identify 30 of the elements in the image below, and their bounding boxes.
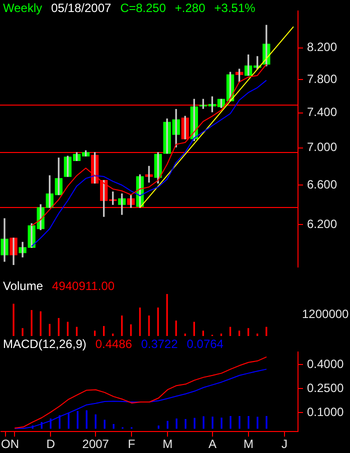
x-tick-label: M (244, 437, 254, 452)
y-tick-label: 0.1000 (307, 404, 344, 419)
x-tick-label: D (46, 437, 56, 452)
y-tick-label: 6.600 (307, 177, 338, 192)
x-tick-label: J (282, 437, 288, 452)
y-tick-label: 7.800 (307, 72, 338, 86)
text: 0.3722 (141, 337, 178, 351)
annotation: C=8.250 (120, 1, 166, 15)
y-tick-label: 0.4000 (307, 357, 344, 372)
text: 0.0764 (186, 337, 224, 351)
y-tick-label: 6.200 (307, 216, 338, 231)
annotation: 05/18/2007 (51, 1, 112, 15)
chart-title: MACD(12,26,9) (3, 337, 86, 351)
y-tick-label: 7.000 (307, 140, 338, 154)
y-tick-label: 7.400 (307, 105, 338, 120)
x-tick-label: N (10, 437, 19, 452)
text: 4940911.00 (52, 279, 115, 293)
annotation: +3.51% (214, 1, 256, 15)
x-tick-label: F (128, 437, 136, 452)
chart-title: Volume (3, 279, 44, 293)
annotation: +.280 (174, 1, 206, 15)
x-tick-label: 2007 (82, 437, 110, 452)
x-tick-label: O (0, 437, 10, 452)
x-tick-label: A (208, 437, 217, 452)
text: 1200000 (302, 307, 349, 321)
y-tick-label: 8.200 (307, 40, 338, 54)
text: 0.4486 (95, 337, 132, 351)
y-tick-label: 0.2500 (307, 380, 344, 395)
x-tick-label: M (162, 437, 173, 452)
chart-title: Weekly (3, 1, 42, 15)
